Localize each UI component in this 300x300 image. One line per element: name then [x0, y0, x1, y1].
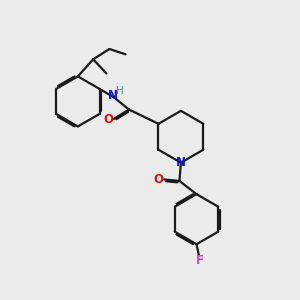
Text: H: H: [116, 86, 124, 96]
Text: N: N: [176, 156, 186, 169]
Text: O: O: [154, 173, 164, 186]
Text: O: O: [103, 113, 113, 126]
Text: N: N: [108, 88, 118, 102]
Text: F: F: [196, 254, 203, 267]
